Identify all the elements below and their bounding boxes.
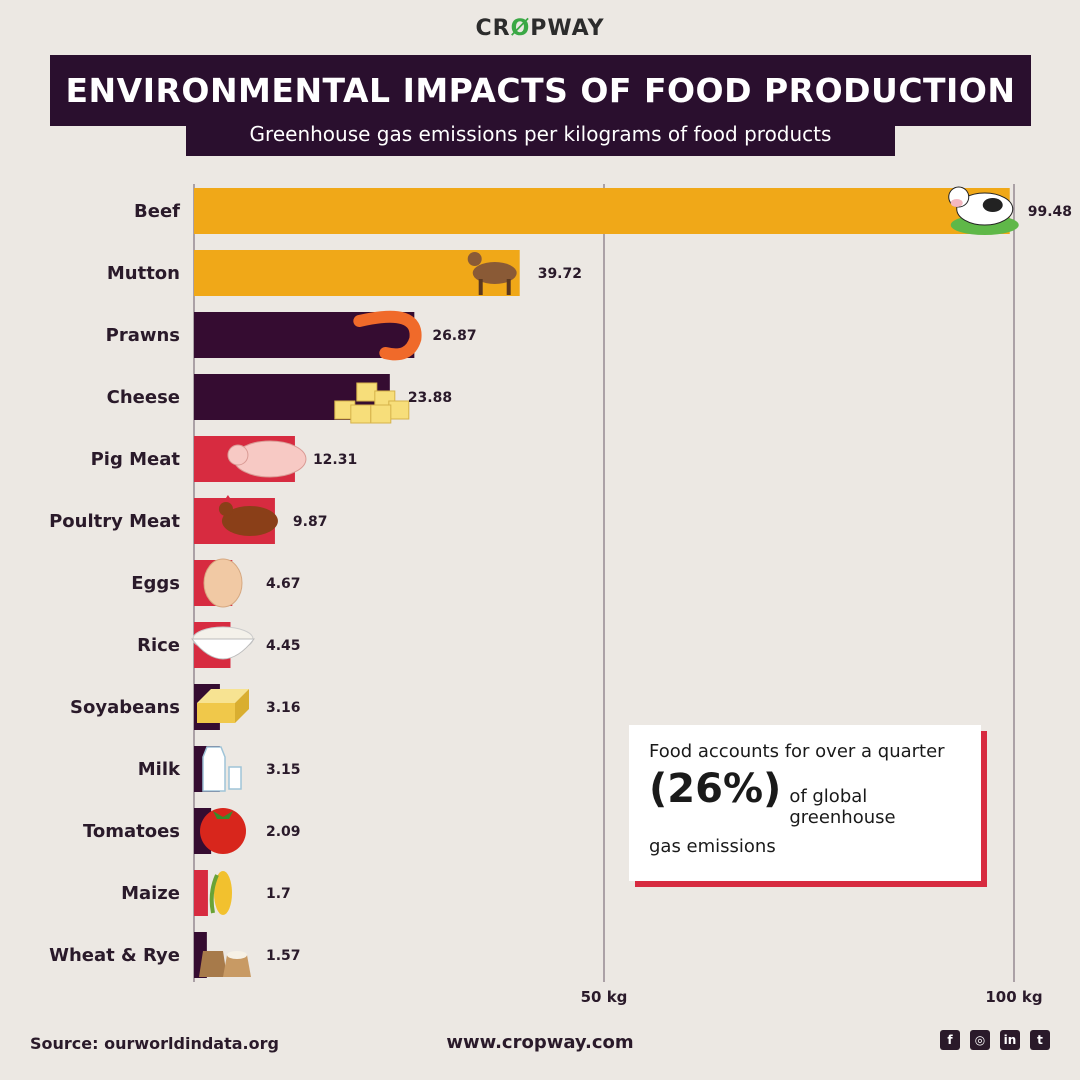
value-label: 39.72 [538,266,582,282]
fact-line-2: of global greenhouse [789,786,896,828]
rice-bowl-icon [190,626,256,660]
value-label: 2.09 [266,824,301,840]
bar [194,870,208,916]
bar [194,188,1010,234]
brand-logo: CRØPWAY [475,16,605,41]
fact-percentage: (26%) [649,766,782,812]
facebook-icon[interactable]: f [940,1030,960,1050]
category-label: Tomatoes [83,821,180,842]
value-label: 4.45 [266,638,301,654]
value-label: 26.87 [432,328,476,344]
goat-icon [467,252,517,295]
category-label: Pig Meat [91,449,181,470]
x-tick-label: 100 kg [985,988,1042,1006]
fact-line-1: Food accounts for over a quarter [649,741,945,762]
category-label: Mutton [107,263,180,284]
category-label: Prawns [106,325,180,346]
category-label: Rice [137,635,180,656]
social-links: f ◎ in t [940,1030,1050,1050]
fact-card: Food accounts for over a quarter (26%) o… [629,725,981,881]
chicken-icon [218,495,278,536]
soy-block-icon [197,689,249,723]
source-text: Source: ourworldindata.org [30,1034,279,1053]
category-label: Beef [134,201,180,222]
milk-icon [202,746,242,792]
prawn-icon [353,310,422,361]
maize-icon [209,871,232,915]
value-label: 23.88 [408,390,452,406]
leaf-icon: Ø [510,16,531,41]
value-label: 4.67 [266,576,301,592]
category-label: Milk [138,759,181,780]
tomato-icon [200,808,246,854]
value-label: 1.7 [266,886,291,902]
egg-icon [203,558,243,608]
category-label: Soyabeans [70,697,180,718]
cheese-icon [334,382,410,424]
twitter-icon[interactable]: t [1030,1030,1050,1050]
instagram-icon[interactable]: ◎ [970,1030,990,1050]
value-label: 99.48 [1028,204,1072,220]
category-label: Eggs [131,573,180,594]
category-label: Maize [121,883,180,904]
bar [194,250,520,296]
value-label: 12.31 [313,452,357,468]
fact-line-3: gas emissions [649,836,776,857]
value-label: 3.16 [266,700,301,716]
category-label: Wheat & Rye [49,945,180,966]
x-tick-label: 50 kg [581,988,628,1006]
linkedin-icon[interactable]: in [1000,1030,1020,1050]
value-label: 9.87 [293,514,328,530]
cow-icon [948,186,1019,235]
value-label: 1.57 [266,948,301,964]
page-subtitle: Greenhouse gas emissions per kilograms o… [186,112,895,156]
website-link[interactable]: www.cropway.com [446,1032,634,1053]
wheat-sack-icon [199,951,251,977]
pig-icon [227,440,307,478]
category-label: Cheese [107,387,180,408]
category-label: Poultry Meat [49,511,180,532]
value-label: 3.15 [266,762,301,778]
